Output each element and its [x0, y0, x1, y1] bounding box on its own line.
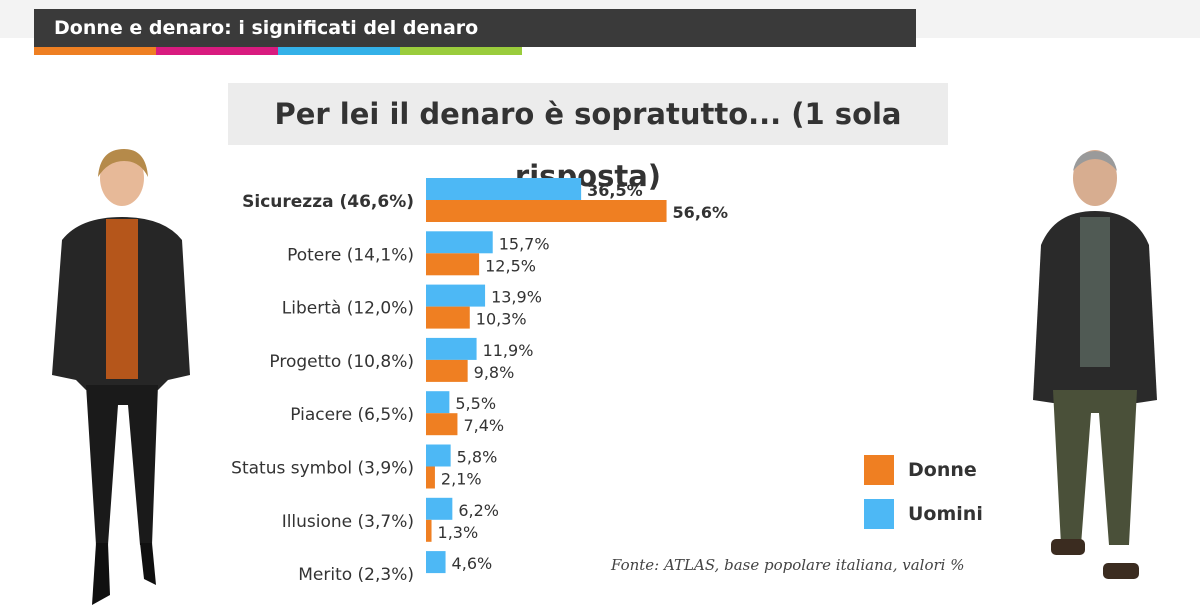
presenter-woman-image [52, 149, 190, 605]
legend-label-uomini: Uomini [908, 503, 983, 525]
header-stripe-blue [278, 47, 400, 55]
value-label-uomini: 6,2% [458, 501, 499, 520]
value-label-donne: 12,5% [485, 256, 536, 275]
chart-title-box: Per lei il denaro è sopratutto... (1 sol… [228, 83, 948, 193]
category-label: Status symbol (3,9%) [231, 459, 414, 479]
value-label-donne: 2,1% [441, 470, 482, 489]
legend-swatch-uomini [864, 499, 894, 529]
value-label-donne: 56,6% [673, 203, 729, 222]
bar-donne [426, 253, 480, 276]
category-label: Potere (14,1%) [287, 245, 414, 265]
bar-uomini [426, 444, 451, 467]
value-label-uomini: 5,8% [457, 448, 498, 467]
chart-source-note: Fonte: ATLAS, base popolare italiana, va… [611, 556, 965, 574]
bar-uomini [426, 337, 477, 360]
value-label-uomini: 4,6% [452, 554, 493, 573]
value-label-donne: 7,4% [463, 416, 504, 435]
value-label-donne: 9,8% [474, 363, 515, 382]
value-label-uomini: 11,9% [483, 341, 534, 360]
value-label-uomini: 5,5% [455, 394, 496, 413]
header-title: Donne e denaro: i significati del denaro [54, 17, 479, 39]
category-label: Piacere (6,5%) [290, 405, 414, 425]
bar-uomini [426, 497, 453, 520]
bar-donne [426, 359, 468, 382]
header-stripe-magenta [156, 47, 278, 55]
bar-donne [426, 413, 458, 436]
category-label: Illusione (3,7%) [282, 512, 414, 532]
bar-donne [426, 200, 667, 222]
category-label: Sicurezza (46,6%) [242, 192, 414, 212]
bar-uomini [426, 231, 493, 254]
chart-title: Per lei il denaro è sopratutto... (1 sol… [274, 97, 902, 193]
category-label: Libertà (12,0%) [282, 299, 414, 319]
header-bar: Donne e denaro: i significati del denaro [34, 9, 916, 47]
header-stripe-green [400, 47, 522, 55]
value-label-donne: 1,3% [438, 523, 479, 542]
bar-donne [426, 519, 432, 542]
category-label: Progetto (10,8%) [269, 352, 414, 372]
value-label-uomini: 13,9% [491, 288, 542, 307]
bar-uomini [426, 284, 486, 307]
legend-swatch-donne [864, 455, 894, 485]
presenter-man-image [1033, 150, 1157, 579]
category-label: Merito (2,3%) [298, 565, 414, 585]
bar-donne [426, 306, 470, 329]
bar-uomini [426, 551, 446, 574]
header-stripe-orange [34, 47, 156, 55]
bar-donne [426, 466, 435, 489]
bar-uomini [426, 391, 450, 414]
legend-item-uomini: Uomini [864, 499, 983, 529]
bar-uomini [426, 178, 582, 200]
value-label-uomini: 36,5% [587, 181, 643, 200]
value-label-donne: 10,3% [476, 310, 527, 329]
value-label-uomini: 15,7% [499, 234, 550, 253]
legend-item-donne: Donne [864, 455, 977, 485]
legend-label-donne: Donne [908, 459, 977, 481]
